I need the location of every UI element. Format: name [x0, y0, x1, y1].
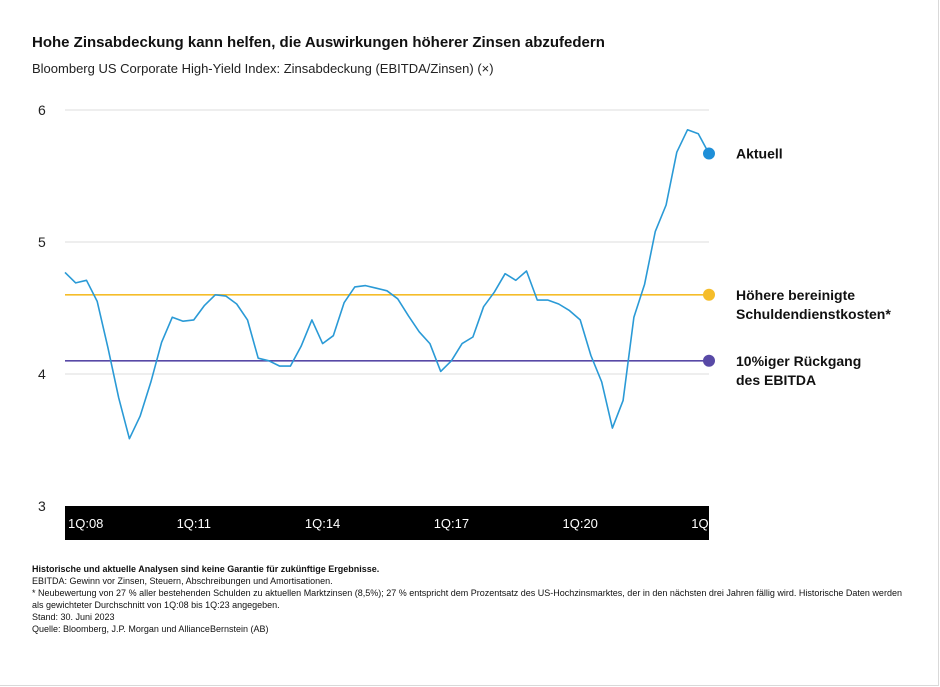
marker-ebitda — [703, 354, 715, 367]
y-tick-label: 3 — [38, 498, 46, 514]
x-tick-label: 1Q:14 — [305, 516, 340, 531]
y-tick-label: 6 — [38, 102, 46, 118]
marker-aktuell — [703, 147, 715, 160]
x-tick-label: 1Q:23 — [691, 516, 726, 531]
footnote-disclaimer: Historische und aktuelle Analysen sind k… — [32, 564, 380, 574]
x-axis-bar — [65, 506, 709, 540]
footnote-asterisk-note: * Neubewertung von 27 % aller bestehende… — [32, 588, 902, 610]
annotation-label: Schuldendienstkosten* — [736, 306, 891, 322]
annotation-label: Aktuell — [736, 146, 783, 162]
x-tick-label: 1Q:11 — [177, 516, 211, 531]
series-line-zinsabdeckung — [64, 129, 710, 440]
footnote-source: Quelle: Bloomberg, J.P. Morgan und Allia… — [32, 624, 269, 634]
annotation-label: des EBITDA — [736, 372, 816, 388]
y-tick-label: 5 — [38, 234, 46, 250]
annotation-label: 10%iger Rückgang — [736, 353, 861, 369]
footnote-ebitda-definition: EBITDA: Gewinn vor Zinsen, Steuern, Absc… — [32, 576, 333, 586]
chart-subtitle: Bloomberg US Corporate High-Yield Index:… — [32, 61, 494, 76]
footnotes: Historische und aktuelle Analysen sind k… — [32, 563, 912, 635]
chart-area: 3 4 5 6 1Q:08 1Q:11 1Q:14 1Q:17 1Q:20 1Q:23 Aktuel… — [38, 102, 891, 540]
chart-title: Hohe Zinsabdeckung kann helfen, die Ausw… — [32, 34, 605, 51]
y-tick-label: 4 — [38, 366, 46, 382]
footnote-date: Stand: 30. Juni 2023 — [32, 612, 115, 622]
marker-schuldendienst — [703, 288, 715, 301]
x-tick-label: 1Q:20 — [562, 516, 597, 531]
x-tick-label: 1Q:17 — [434, 516, 469, 531]
x-tick-label: 1Q:08 — [68, 516, 103, 531]
annotation-label: Höhere bereinigte — [736, 287, 855, 303]
